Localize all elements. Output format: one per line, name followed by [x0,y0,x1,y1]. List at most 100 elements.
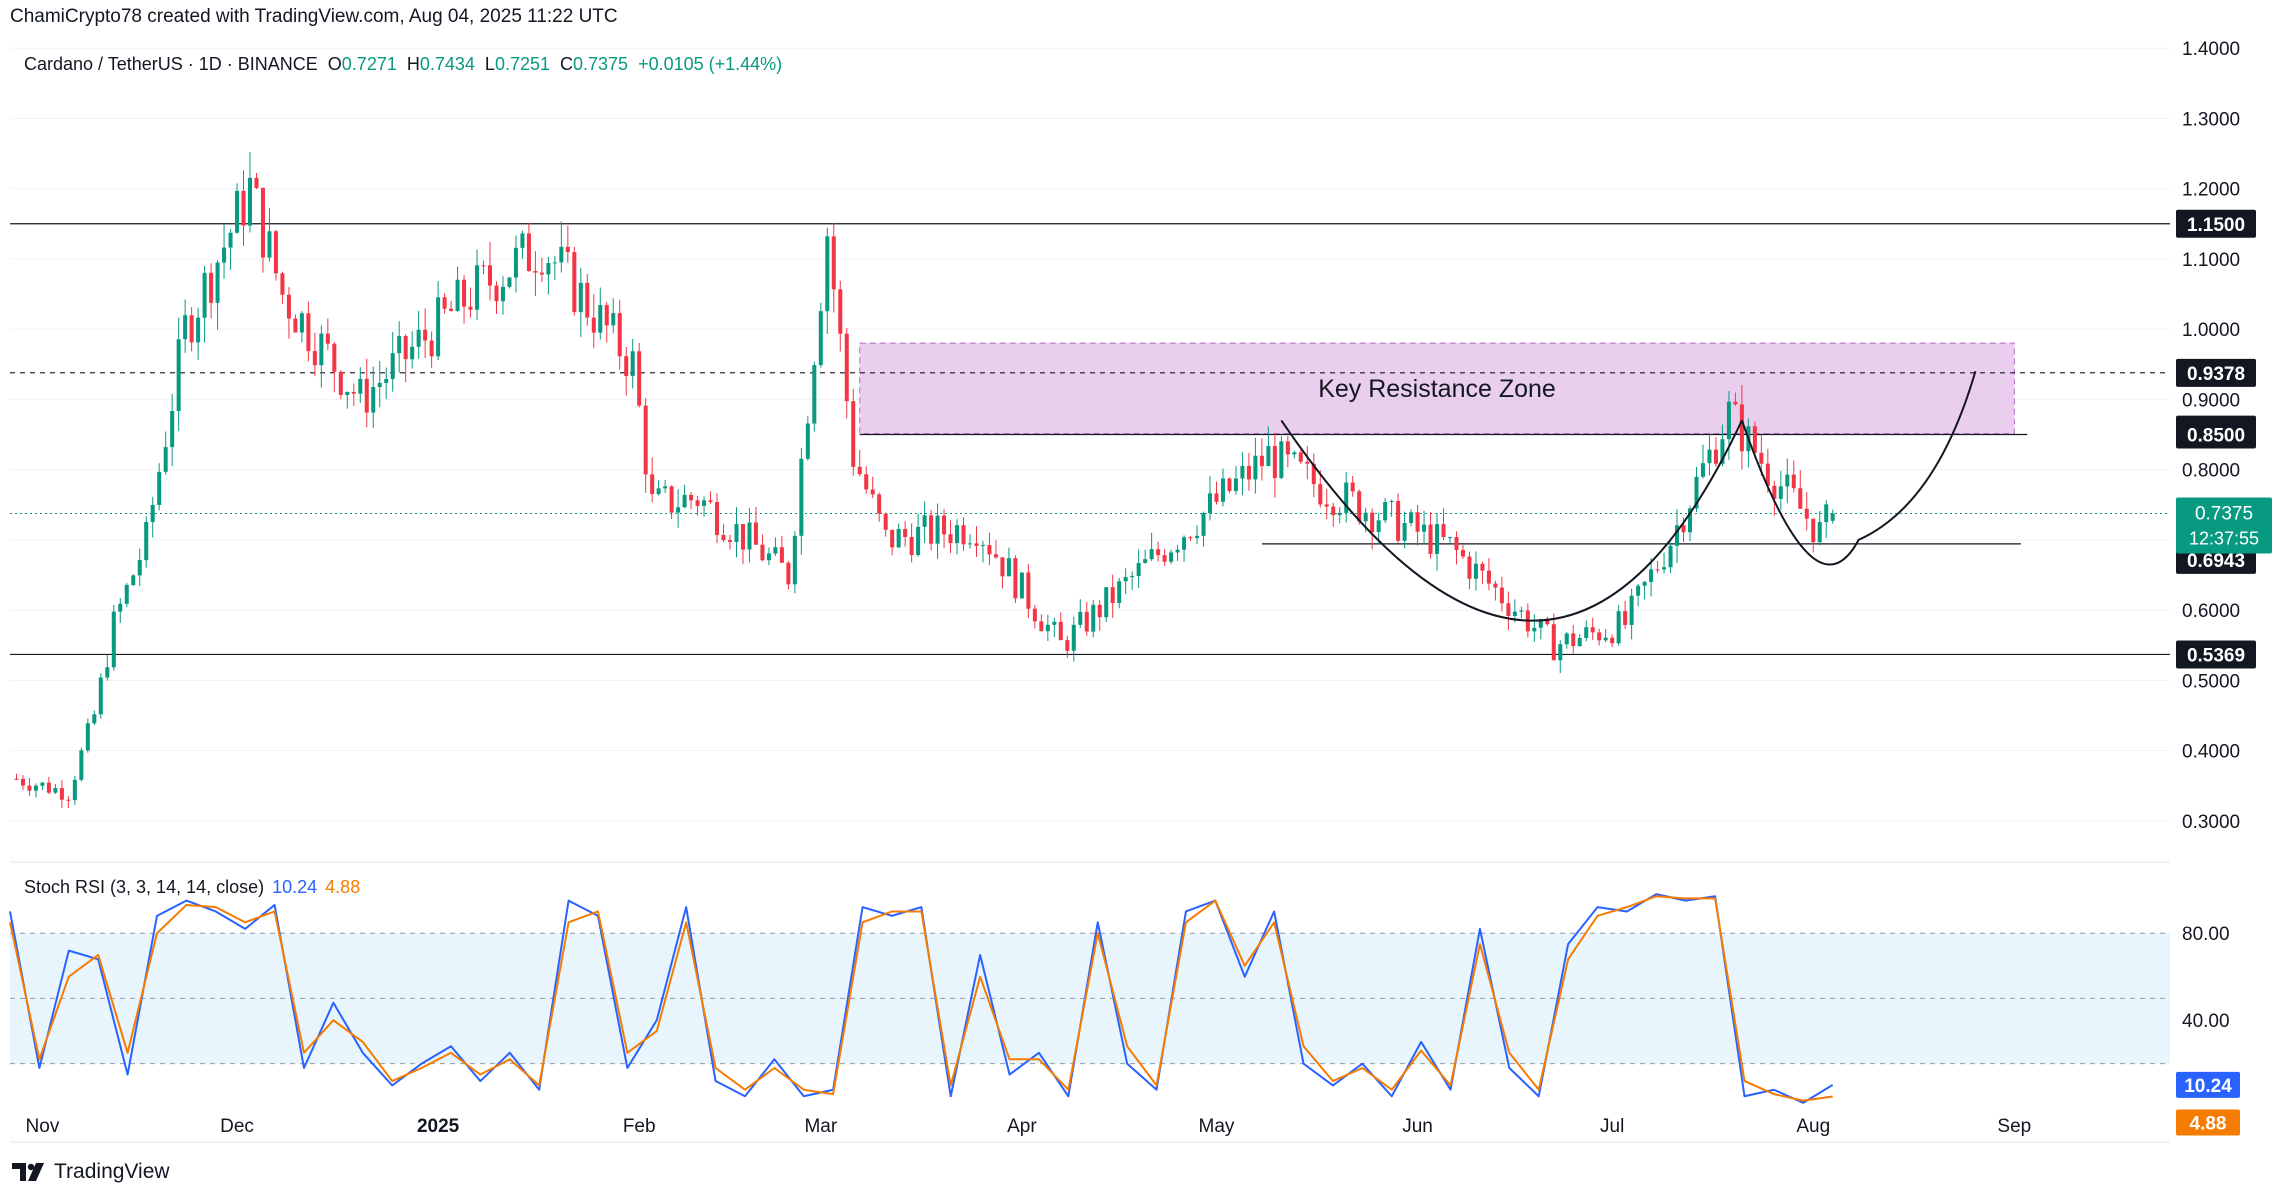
candle-body [1603,637,1608,641]
candle-body [1013,558,1018,599]
candle-body [1110,587,1115,603]
stoch-k-line [9,893,1834,1104]
candle-body [1649,569,1654,582]
price-tag [2176,358,2256,387]
candle-body [228,232,233,248]
candle-body [1331,506,1336,516]
candle-body [345,391,350,396]
candle-body [929,515,934,544]
candle-body [1415,512,1420,532]
time-tick-label: Nov [26,1116,60,1137]
candle-body [1169,552,1174,562]
candle-body [1590,627,1595,633]
candle-body [1078,611,1083,625]
candle-body [520,233,525,248]
candle-body [1772,485,1777,499]
candle-body [1091,604,1096,632]
candle-body [896,528,901,548]
candle-body [72,779,77,801]
candle-body [1344,482,1349,513]
price-tick-label: 0.6000 [2182,601,2240,622]
candle-body [423,329,428,341]
candle-body [1713,449,1718,464]
candle-body [922,515,927,527]
candle-body [235,190,240,233]
candle-body [1000,557,1005,577]
candle-body [1149,549,1154,560]
candle-body [708,500,713,503]
candle-body [942,515,947,535]
candle-body [909,536,914,556]
candle-body [27,785,32,791]
candle-body [371,387,376,413]
price-tag [2176,640,2256,669]
candle-body [20,778,25,786]
candle-body [280,273,285,295]
candle-body [948,534,953,544]
price-tick-label: 0.3000 [2182,812,2240,833]
candle-body [1428,524,1433,554]
time-tick-label: Mar [804,1116,837,1137]
candle-body [1454,537,1459,550]
price-gridlines [10,47,2170,822]
tradingview-logo[interactable]: TradingView [12,1160,170,1184]
candle-body [1305,461,1310,464]
candle-body [1052,621,1057,625]
close-value: 0.7375 [573,54,629,74]
candle-body [598,305,603,333]
candle-body [46,782,51,793]
stoch-rsi-pane[interactable]: 80.00 40.00 10.24 4.88 [9,861,2240,1136]
candle-body [429,340,434,357]
candle-body [494,285,499,302]
current-price-label: 0.7375 [2195,504,2253,525]
candle-body [961,525,966,545]
candle-body [1045,624,1050,632]
candle-body [196,317,201,343]
tradingview-brand: TradingView [54,1160,170,1183]
price-tag-label: 0.9378 [2187,364,2245,385]
candle-body [1292,452,1297,455]
candle-body [689,494,694,501]
candle-body [1162,555,1167,562]
candle-body [967,543,973,545]
candle-body [150,504,155,522]
stoch-rsi-name: Stoch RSI (3, 3, 14, 14, close) [24,877,265,897]
candle-body [1272,446,1277,478]
candle-body [617,313,622,357]
candle-body [727,540,733,542]
tradingview-logo-icon [12,1163,44,1181]
candle-body [1402,522,1407,541]
candle-body [487,265,493,286]
candle-body [1019,572,1024,599]
candle-body [572,252,577,313]
candle-body [591,317,596,333]
candle-body [85,723,90,751]
time-axis[interactable]: Nov Dec 2025 Feb Mar Apr May Jun Jul Aug Sep [10,1116,2170,1143]
candle-body [33,785,38,791]
candle-body [1130,576,1135,578]
candle-body [643,405,648,475]
candle-body [877,494,882,514]
time-tick-label: Apr [1007,1116,1037,1137]
candle-body [312,351,317,366]
candle-body [92,714,97,724]
candle-body [1584,627,1589,638]
candle-body [1376,520,1381,533]
candle-body [1136,562,1141,577]
current-price-tag [2176,497,2272,554]
candle-body [273,231,278,274]
candle-body [565,246,570,253]
candle-body [66,799,71,801]
cup-curve [1280,419,1743,622]
candle-body [293,318,298,333]
candle-body [98,677,103,715]
candle-body [1032,608,1037,622]
candle-body [462,279,467,307]
candle-body [1182,537,1187,550]
candle-body [883,513,888,530]
candle-body [1707,449,1712,464]
candle-body [1201,512,1206,536]
candle-body [786,562,791,585]
price-tag [2176,209,2256,238]
